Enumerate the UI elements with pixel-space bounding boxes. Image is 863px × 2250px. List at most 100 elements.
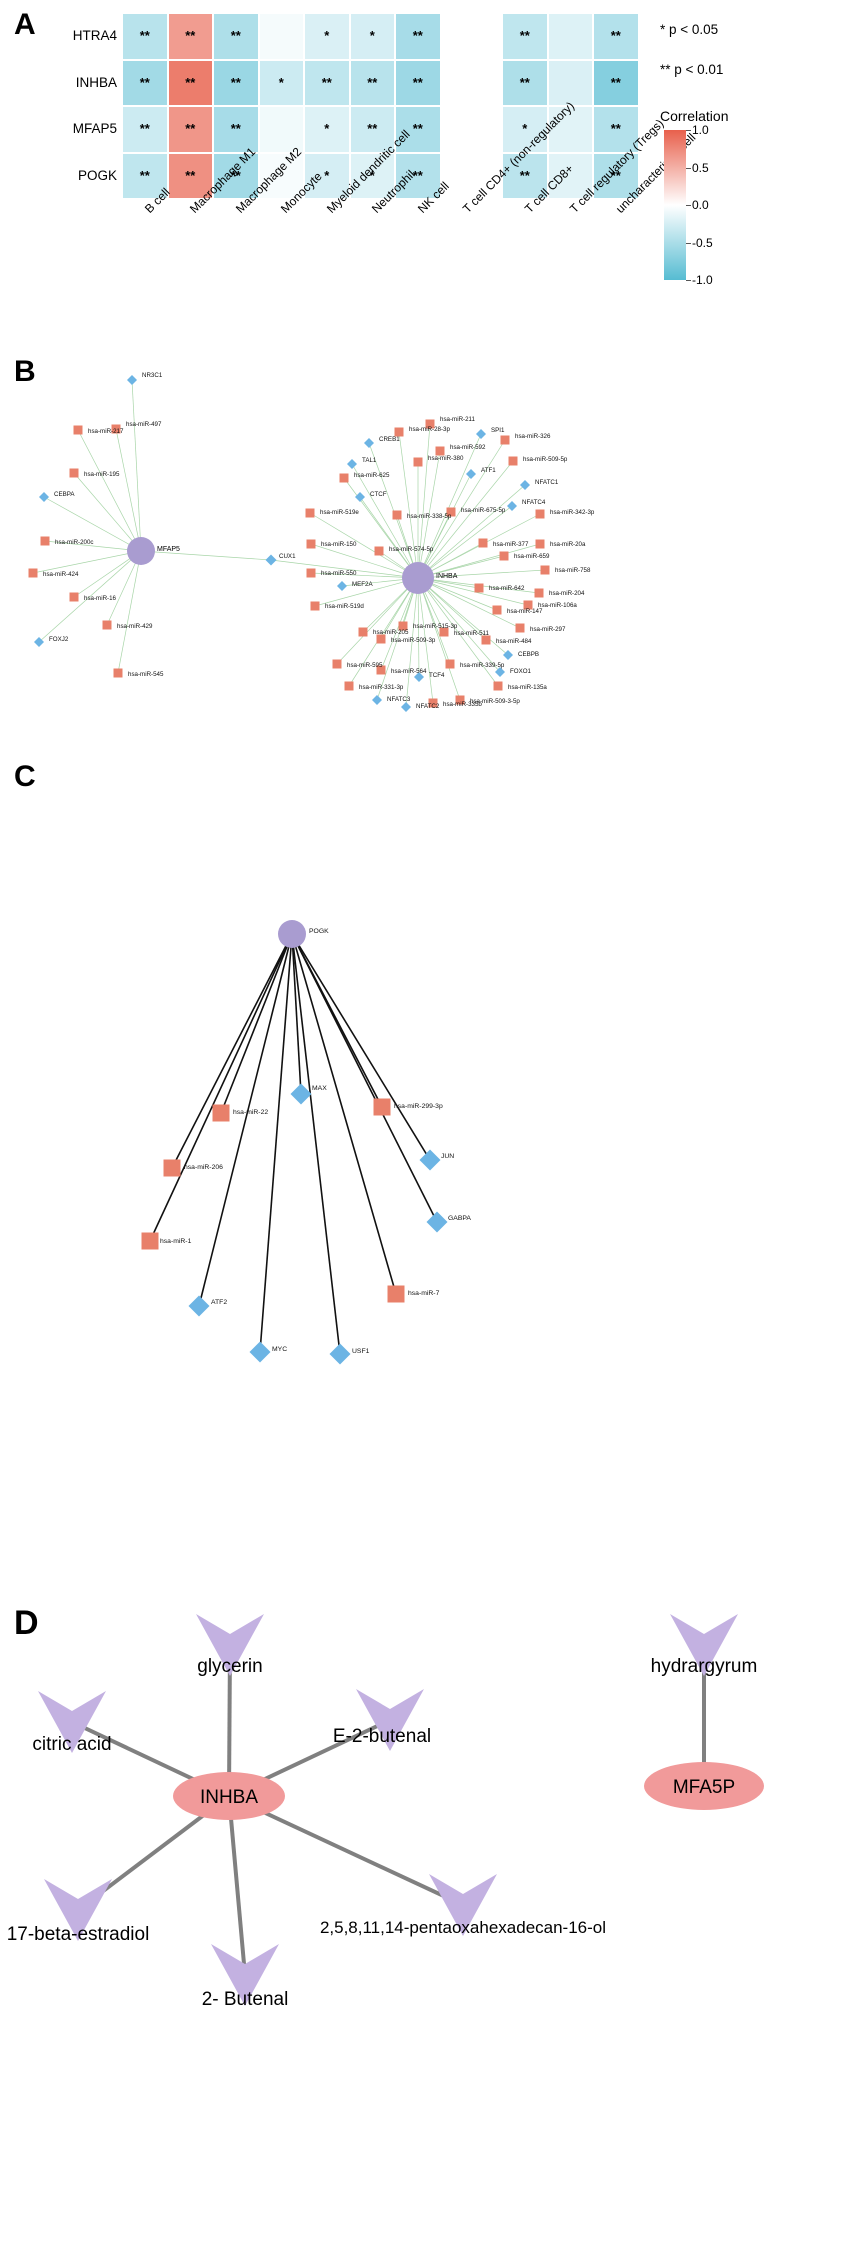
heatmap-significance-marker: ** xyxy=(230,74,241,90)
node-label-tal1: TAL1 xyxy=(362,457,377,464)
mirna-node[interactable] xyxy=(306,539,316,549)
node-label-hsa-mir-22: hsa-miR-22 xyxy=(233,1109,269,1116)
mirna-node[interactable] xyxy=(481,635,491,645)
mirna-node[interactable] xyxy=(332,659,342,669)
mirna-node[interactable] xyxy=(387,1285,405,1303)
tf-node[interactable] xyxy=(401,702,411,712)
mirna-node[interactable] xyxy=(306,568,316,578)
tf-node[interactable] xyxy=(520,480,530,490)
mirna-node[interactable] xyxy=(113,668,123,678)
gene-node-inhba[interactable] xyxy=(173,1772,285,1820)
mirna-node[interactable] xyxy=(394,427,404,437)
drug-node[interactable] xyxy=(38,1691,106,1753)
heatmap-cell xyxy=(214,153,258,198)
tf-node[interactable] xyxy=(364,438,374,448)
mirna-node[interactable] xyxy=(499,551,509,561)
gene-node-mfa5p[interactable] xyxy=(644,1762,764,1810)
tf-node[interactable] xyxy=(495,667,505,677)
mirna-node[interactable] xyxy=(523,600,533,610)
panel-label-a: A xyxy=(14,8,36,41)
mirna-node[interactable] xyxy=(358,627,368,637)
mirna-node[interactable] xyxy=(474,583,484,593)
mirna-node[interactable] xyxy=(500,435,510,445)
mirna-node[interactable] xyxy=(493,681,503,691)
mirna-node[interactable] xyxy=(111,424,121,434)
mirna-node[interactable] xyxy=(374,546,384,556)
mirna-node[interactable] xyxy=(534,588,544,598)
tf-node[interactable] xyxy=(426,1211,448,1233)
tf-node[interactable] xyxy=(329,1343,351,1365)
mirna-node[interactable] xyxy=(398,621,408,631)
drug-node[interactable] xyxy=(670,1614,738,1676)
mirna-node[interactable] xyxy=(515,623,525,633)
node-label-nr3c1: NR3C1 xyxy=(142,372,163,379)
mirna-node[interactable] xyxy=(428,698,438,708)
mirna-node[interactable] xyxy=(535,539,545,549)
node-label-foxo1: FOXO1 xyxy=(510,668,531,675)
tf-node[interactable] xyxy=(290,1083,312,1105)
drug-node[interactable] xyxy=(356,1689,424,1751)
tf-node[interactable] xyxy=(372,695,382,705)
tf-node[interactable] xyxy=(507,501,517,511)
mirna-node[interactable] xyxy=(455,695,465,705)
mirna-node[interactable] xyxy=(508,456,518,466)
heatmap-cell xyxy=(123,153,167,198)
mirna-node[interactable] xyxy=(435,446,445,456)
mirna-node[interactable] xyxy=(392,510,402,520)
hub-node-inhba[interactable] xyxy=(402,562,434,594)
tf-node[interactable] xyxy=(39,492,49,502)
network-edge xyxy=(73,472,142,552)
tf-node[interactable] xyxy=(347,459,357,469)
tf-node[interactable] xyxy=(265,554,277,566)
hub-node-pogk[interactable] xyxy=(278,920,306,948)
drug-node[interactable] xyxy=(196,1614,264,1676)
node-label-myc: MYC xyxy=(272,1346,288,1353)
mirna-node[interactable] xyxy=(69,468,79,478)
mirna-node[interactable] xyxy=(439,627,449,637)
mirna-node[interactable] xyxy=(445,659,455,669)
mirna-node[interactable] xyxy=(535,509,545,519)
mirna-node[interactable] xyxy=(425,419,435,429)
network-edge xyxy=(198,933,293,1307)
tf-node[interactable] xyxy=(476,429,486,439)
mirna-node[interactable] xyxy=(40,536,50,546)
mirna-node[interactable] xyxy=(212,1104,230,1122)
tf-node[interactable] xyxy=(414,672,424,682)
mirna-node[interactable] xyxy=(376,634,386,644)
mirna-node[interactable] xyxy=(373,1098,391,1116)
tf-node[interactable] xyxy=(188,1295,210,1317)
mirna-node[interactable] xyxy=(163,1159,181,1177)
mirna-node[interactable] xyxy=(73,425,83,435)
mirna-node[interactable] xyxy=(28,568,38,578)
panel-label-b: B xyxy=(14,355,36,388)
node-label-nfatc3: NFATC3 xyxy=(387,696,411,703)
tf-node[interactable] xyxy=(337,581,347,591)
mirna-node[interactable] xyxy=(540,565,550,575)
mirna-node[interactable] xyxy=(69,592,79,602)
mirna-node[interactable] xyxy=(102,620,112,630)
drug-node[interactable] xyxy=(429,1874,497,1936)
heatmap-cell xyxy=(168,107,212,152)
heatmap-significance-marker: ** xyxy=(610,74,621,90)
mirna-node[interactable] xyxy=(344,681,354,691)
mirna-node[interactable] xyxy=(141,1232,159,1250)
hub-node-mfap5[interactable] xyxy=(127,537,155,565)
tf-node[interactable] xyxy=(466,469,476,479)
mirna-node[interactable] xyxy=(413,457,423,467)
mirna-node[interactable] xyxy=(310,601,320,611)
mirna-node[interactable] xyxy=(339,473,349,483)
mirna-node[interactable] xyxy=(492,605,502,615)
mirna-node[interactable] xyxy=(446,507,456,517)
drug-node[interactable] xyxy=(211,1944,279,2006)
mirna-node[interactable] xyxy=(305,508,315,518)
tf-node[interactable] xyxy=(503,650,513,660)
mirna-node[interactable] xyxy=(478,538,488,548)
drug-node[interactable] xyxy=(44,1879,112,1941)
mirna-node[interactable] xyxy=(376,665,386,675)
heatmap-cell xyxy=(548,14,592,59)
tf-node[interactable] xyxy=(34,637,44,647)
tf-node[interactable] xyxy=(419,1149,441,1171)
tf-node[interactable] xyxy=(249,1341,271,1363)
tf-node[interactable] xyxy=(355,492,365,502)
tf-node[interactable] xyxy=(127,375,137,385)
